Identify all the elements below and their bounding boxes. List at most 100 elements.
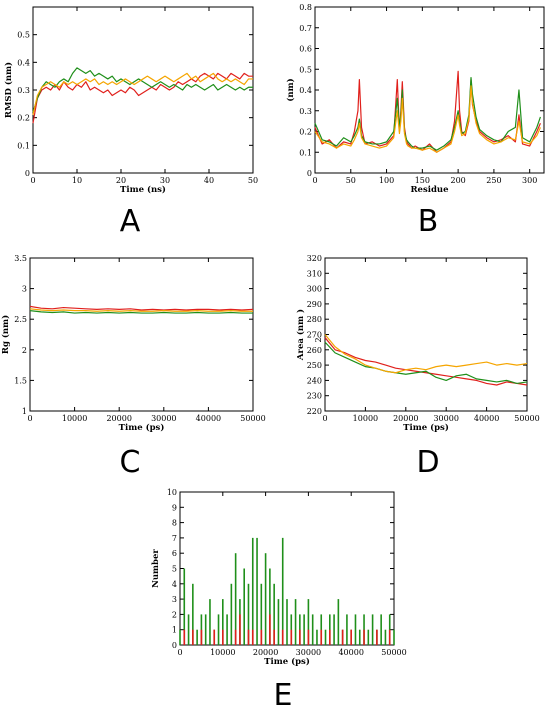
panel-c-series-line-2 — [29, 308, 253, 312]
panel-e-y-tick-label: 9 — [172, 503, 177, 512]
panel-d-frame — [324, 257, 528, 412]
panel-c-x-tick-label: 50000 — [240, 414, 265, 423]
panel-a-y-tick-label: 0.5 — [17, 31, 30, 40]
panel-a-chart: 0 10 20 30 40 50 0 0.1 0.2 0.3 0.4 0.5 Time (ns) RMSD… — [3, 6, 258, 195]
panel-c-y-axis-label: Rg (nm) — [0, 315, 11, 354]
panel-letter-d: D — [416, 445, 439, 480]
panel-d-chart: 0 10000 20000 30000 40000 50000 220 230 240 250 26… — [295, 254, 540, 433]
panel-a-x-tick-label: 0 — [30, 176, 35, 185]
panel-d-series-line-1 — [324, 341, 528, 385]
panel-a-x-axis-label: Time (ns) — [120, 184, 166, 195]
panel-b-y-tick-label: 0.7 — [299, 24, 312, 33]
panel-d-y-tick-label: 250 — [307, 361, 322, 370]
panel-b-x-axis-label: Residue — [410, 185, 449, 195]
panel-a-x-tick-label: 20 — [116, 176, 126, 185]
panel-d-y-axis-label-superscript: 2 — [314, 337, 323, 342]
panel-d-y-tick-label: 290 — [307, 300, 322, 309]
panel-e-y-tick-label: 1 — [172, 626, 177, 635]
panel-a-series-line-0 — [32, 72, 253, 124]
panel-b-series-line-2 — [314, 85, 541, 153]
panel-a-y-tick-label: 0.3 — [17, 86, 30, 95]
panel-c-x-tick-label: 40000 — [196, 414, 221, 423]
panel-e-y-tick-label: 8 — [172, 519, 177, 528]
panel-b-y-tick-label: 0.4 — [299, 86, 312, 95]
panel-d-y-tick-label: 220 — [307, 407, 322, 416]
panel-c-frame — [29, 257, 254, 412]
panel-b-x-tick-label: 300 — [522, 176, 537, 185]
panel-b-x-tick-label: 200 — [450, 176, 465, 185]
panel-e-y-tick-label: 7 — [172, 534, 177, 543]
panel-c-y-tick-label: 1.5 — [14, 376, 27, 385]
panel-a-series-line-2 — [32, 72, 253, 116]
panel-c-y-tick-label: 2.5 — [14, 315, 27, 324]
panel-letter-a: A — [120, 204, 141, 239]
panel-a-frame — [32, 6, 254, 174]
panel-letter-e: E — [274, 678, 293, 710]
panel-e-x-tick-label: 10000 — [210, 648, 235, 657]
panel-a-x-tick-label: 10 — [72, 176, 82, 185]
panel-c-y-tick-label: 3.5 — [14, 254, 27, 263]
panel-e-x-tick-label: 40000 — [338, 648, 363, 657]
panel-c-series-line-0 — [29, 305, 254, 311]
panel-a-y-tick-label: 0.1 — [17, 141, 30, 150]
panel-b-chart: 0 50 100 150 200 250 300 0 0.1 0.2 0.3 0.4 0.5 0.6 0.7… — [285, 3, 545, 195]
panel-e-y-tick-label: 10 — [167, 488, 177, 497]
panel-b-y-tick-label: 0.2 — [299, 128, 312, 137]
panel-letter-b: B — [418, 204, 439, 239]
panel-e-y-tick-label: 3 — [172, 595, 177, 604]
panel-e-y-tick-label: 6 — [172, 549, 177, 558]
panel-d-y-tick-label: 270 — [307, 331, 322, 340]
panel-a-series-line-1 — [32, 67, 253, 113]
panel-e-x-axis-label: Time (ps) — [264, 656, 310, 667]
panel-a-x-tick-label: 30 — [160, 176, 170, 185]
panel-a-y-tick-label: 0.4 — [17, 58, 30, 67]
panel-e-y-tick-label: 0 — [172, 641, 177, 650]
panel-b-y-tick-label: 0.8 — [299, 3, 312, 12]
panel-d-x-tick-label: 40000 — [474, 414, 499, 423]
panel-b-x-tick-label: 0 — [312, 176, 317, 185]
panel-c-x-tick-label: 20000 — [106, 414, 131, 423]
panel-c-x-axis-label: Time (ps) — [119, 422, 165, 433]
panel-c-x-tick-label: 30000 — [151, 414, 176, 423]
panel-e-y-axis-label: Number — [151, 549, 161, 588]
panel-a-x-tick-label: 40 — [204, 176, 214, 185]
panel-e-y-tick-label: 4 — [172, 580, 177, 589]
panel-b-y-tick-label: 0.6 — [299, 45, 312, 54]
panel-d-y-tick-label: 230 — [307, 392, 322, 401]
panel-e-chart: 0 10000 20000 30000 40000 50000 0 1 2 3 4 5 6 7 8 9 10 Ti… — [151, 488, 407, 667]
panel-d-y-tick-label: 320 — [307, 254, 322, 263]
panel-c-x-tick-label: 0 — [27, 414, 32, 423]
panel-b-x-tick-label: 100 — [379, 176, 394, 185]
panel-d-x-axis-label: Time (ps) — [403, 422, 449, 433]
panel-b-x-tick-label: 150 — [415, 176, 430, 185]
panel-b-y-tick-label: 0.1 — [299, 148, 312, 157]
panel-b-y-axis-label: (nm) — [285, 78, 296, 101]
panel-a-y-tick-label: 0 — [25, 169, 30, 178]
panel-d-y-tick-label: 300 — [307, 285, 322, 294]
panel-d-y-axis-label: Area (nm ) — [295, 309, 306, 361]
panel-d-x-tick-label: 20000 — [393, 414, 418, 423]
panel-c-y-tick-label: 1 — [22, 407, 27, 416]
panel-b-y-tick-label: 0 — [307, 169, 312, 178]
panel-d-series-line-0 — [324, 337, 528, 386]
panel-d-y-tick-label: 240 — [307, 376, 322, 385]
panel-c-y-tick-label: 2 — [22, 346, 27, 355]
panel-c-chart: 0 10000 20000 30000 40000 50000 1 1.5 2 2.5 3 3.5 Ti… — [0, 254, 266, 433]
panel-e-y-tick-label: 5 — [172, 565, 177, 574]
panel-e-y-tick-label: 2 — [172, 610, 177, 619]
panel-c-y-tick-label: 3 — [22, 285, 27, 294]
panel-c-series-line-1 — [29, 310, 253, 314]
panel-e-x-tick-label: 50000 — [381, 648, 406, 657]
panel-b-y-tick-label: 0.3 — [299, 107, 312, 116]
panel-e-series-0 — [179, 537, 395, 645]
panel-e-x-tick-label: 0 — [177, 648, 182, 657]
panel-e-x-tick-label: 30000 — [296, 648, 321, 657]
panel-a-y-axis-label: RMSD (nm) — [3, 62, 14, 118]
panel-b-y-tick-label: 0.5 — [299, 65, 312, 74]
panel-b-x-tick-label: 50 — [346, 176, 356, 185]
panel-e-series-1 — [183, 614, 391, 645]
panel-d-x-tick-label: 0 — [322, 414, 327, 423]
panel-d-x-tick-label: 10000 — [353, 414, 378, 423]
panel-d-series-line-2 — [324, 334, 528, 374]
